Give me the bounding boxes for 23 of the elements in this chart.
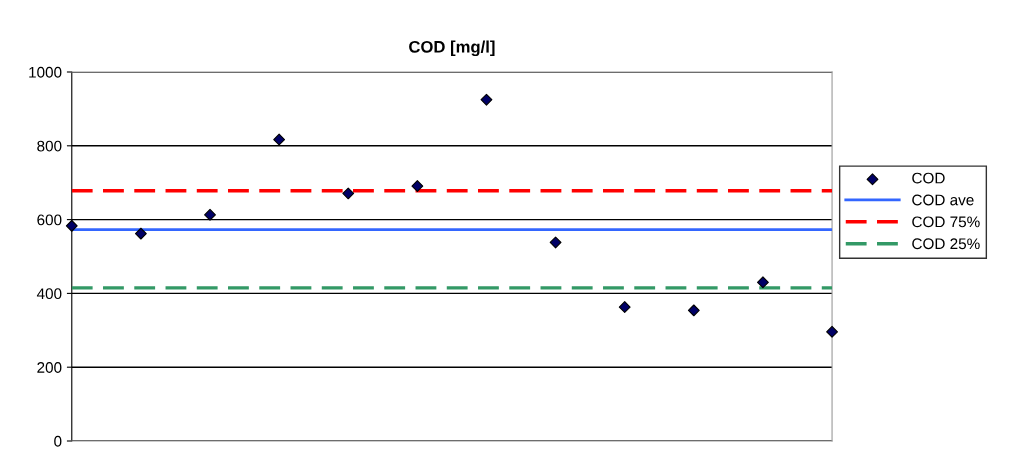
legend-label: COD 75% bbox=[912, 216, 980, 228]
y-tick-label: 1000 bbox=[29, 66, 62, 78]
point bbox=[549, 236, 562, 249]
point bbox=[342, 187, 355, 200]
point bbox=[273, 133, 286, 146]
y-tick-label: 400 bbox=[36, 288, 62, 300]
point bbox=[204, 208, 216, 221]
point bbox=[687, 304, 700, 317]
legend-label: COD bbox=[912, 172, 945, 184]
point bbox=[757, 276, 769, 289]
y-tick-label: 200 bbox=[37, 362, 62, 373]
point bbox=[826, 325, 838, 338]
y-tick-label: 600 bbox=[37, 214, 62, 226]
point bbox=[480, 93, 493, 106]
legend-label: COD ave bbox=[912, 194, 974, 206]
y-tick-label: 0 bbox=[54, 435, 62, 447]
point bbox=[65, 219, 78, 232]
y-tick-label: 800 bbox=[37, 140, 62, 152]
chart-title: COD [mg/l] bbox=[409, 40, 495, 57]
legend-label: COD 25% bbox=[912, 238, 980, 250]
point bbox=[411, 180, 424, 192]
point bbox=[134, 227, 147, 240]
point bbox=[618, 301, 631, 313]
